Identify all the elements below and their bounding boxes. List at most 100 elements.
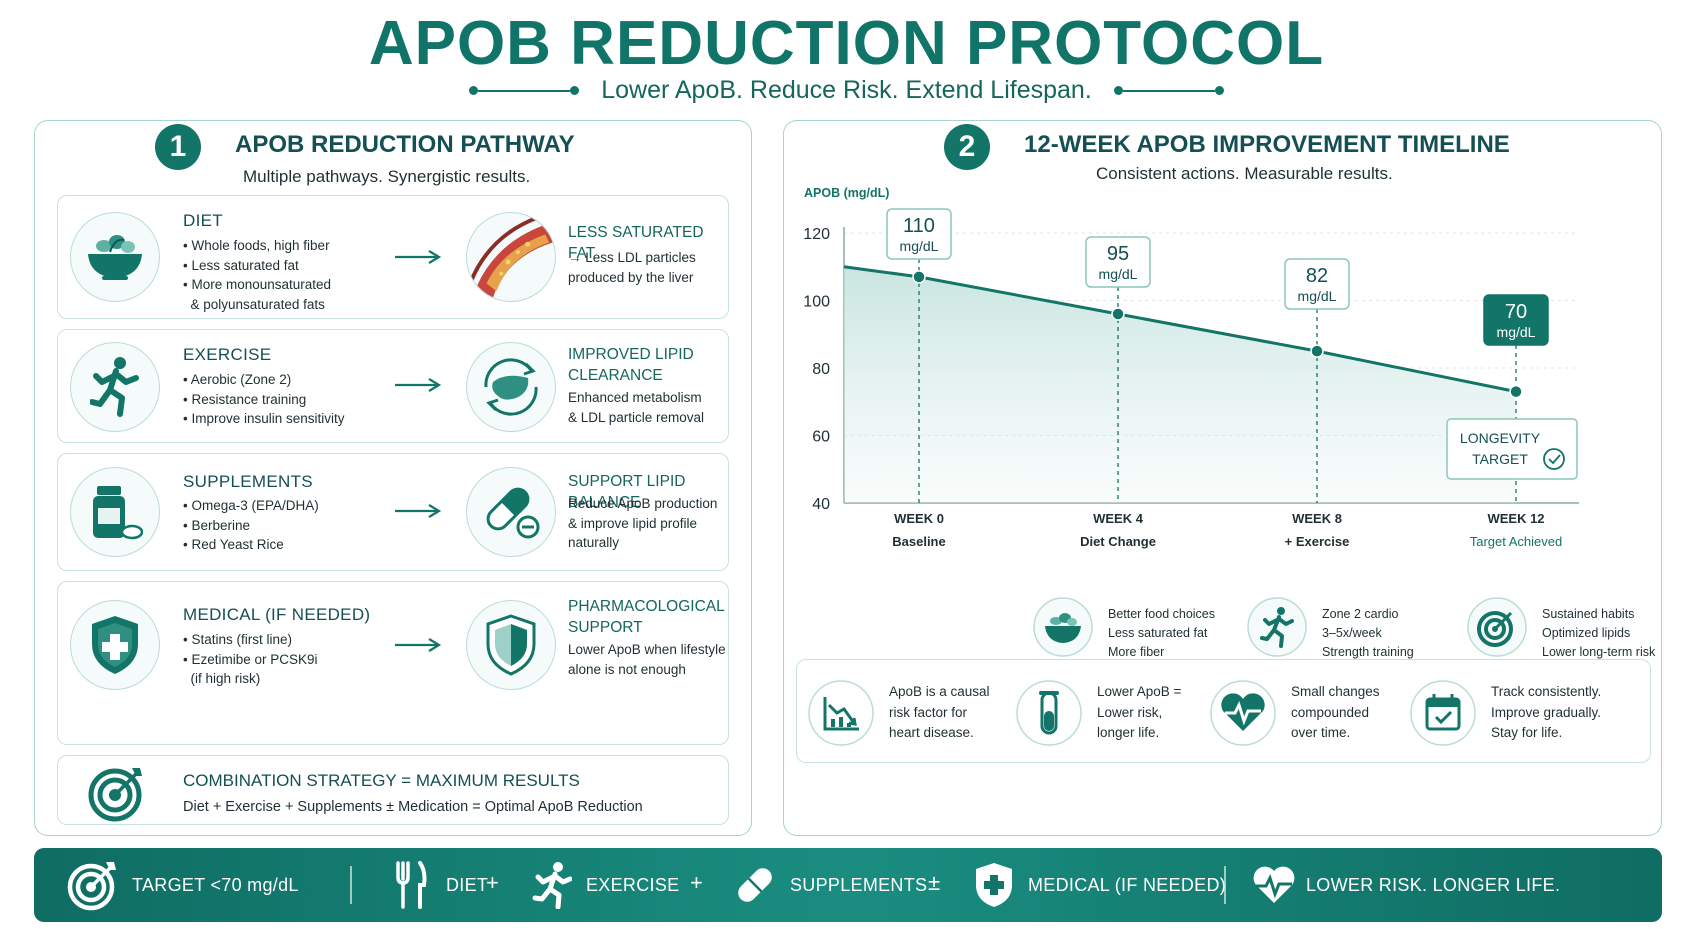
supplements-heading: SUPPLEMENTS: [183, 472, 313, 491]
list-item: More monounsaturated: [183, 275, 331, 295]
capsule-icon: [738, 868, 772, 902]
value-box: [886, 208, 952, 260]
phase-line: Better food choices: [1108, 607, 1216, 621]
footer-longevity: LOWER RISK. LONGER LIFE.: [1252, 848, 1560, 922]
list-item: Omega-3 (EPA/DHA): [183, 496, 318, 516]
list-item: Berberine: [183, 516, 319, 536]
supplement-bottle-icon: [70, 467, 160, 557]
fact-text: Track consistently. Improve gradually. S…: [1491, 682, 1601, 744]
arrow-right-icon: [395, 378, 442, 392]
subtitle-row: Lower ApoB. Reduce Risk. Extend Lifespan…: [0, 76, 1693, 105]
fact-line: compounded: [1291, 704, 1370, 720]
exercise-list: Aerobic (Zone 2) Resistance training Imp…: [183, 370, 345, 429]
phase-line: 3–5x/week: [1322, 626, 1382, 640]
data-point: [1509, 384, 1523, 399]
phase-line: Optimized lipids: [1542, 626, 1631, 640]
list-item: Statins (first line): [183, 630, 318, 650]
subtitle-divider-left: [469, 86, 580, 95]
x-sublabel: + Exercise: [1285, 534, 1350, 549]
shield-icon: [466, 600, 556, 690]
key-facts: ApoB is a causal risk factor for heart d…: [796, 659, 1651, 763]
fact-line: longer life.: [1097, 725, 1160, 740]
result-line: & improve lipid profile: [568, 515, 698, 531]
target-icon: [1467, 597, 1527, 657]
longevity-target-label: TARGET: [1472, 451, 1528, 467]
x-sublabel: Target Achieved: [1470, 534, 1563, 549]
heart-pulse-icon: [1210, 680, 1276, 746]
data-point: [1310, 344, 1324, 358]
x-tick-label: WEEK 0: [894, 511, 944, 526]
runner-icon: [70, 342, 160, 432]
fact-line: Lower ApoB =: [1097, 684, 1182, 699]
footer-label: TARGET <70 mg/dL: [132, 874, 299, 895]
area-fill: [844, 266, 1516, 503]
data-point: [1111, 307, 1125, 321]
value-label: 82: [1306, 265, 1328, 287]
phase-line: Zone 2 cardio: [1322, 607, 1399, 621]
fact-line: Stay for life.: [1491, 725, 1563, 740]
runner-icon: [1247, 597, 1307, 657]
exercise-card: EXERCISE Aerobic (Zone 2) Resistance tra…: [57, 329, 729, 443]
list-item: Whole foods, high fiber: [183, 236, 331, 256]
medical-shield-icon: [976, 863, 1012, 907]
supplements-list: Omega-3 (EPA/DHA) Berberine Red Yeast Ri…: [183, 496, 319, 555]
exercise-phase-text: Zone 2 cardio 3–5x/week Strength trainin…: [1322, 605, 1462, 662]
target-icon: [67, 862, 116, 911]
pathway-number-badge: 1: [155, 124, 201, 170]
capsule-icon: [466, 467, 556, 557]
diet-result-text: → Less LDL particles produced by the liv…: [568, 248, 696, 287]
strategy-heading: COMBINATION STRATEGY = MAXIMUM RESULTS: [183, 771, 580, 790]
list-item: Red Yeast Rice: [183, 535, 319, 555]
result-head-line: PHARMACOLOGICAL: [568, 598, 725, 615]
timeline-number-badge: 2: [944, 124, 990, 170]
footer-banner: TARGET <70 mg/dL DIET + EXERCISE + SUPPL…: [34, 848, 1662, 922]
fact-line: Lower risk,: [1097, 704, 1163, 720]
value-unit-label: mg/dL: [900, 238, 939, 254]
timeline-panel: 2 12-WEEK APOB IMPROVEMENT TIMELINE Cons…: [783, 120, 1662, 836]
list-item: Aerobic (Zone 2): [183, 370, 345, 390]
footer-divider: [350, 866, 352, 904]
footer-label: EXERCISE: [586, 874, 680, 895]
footer-label: MEDICAL (IF NEEDED): [1028, 874, 1227, 895]
result-head-line: SUPPORT: [568, 619, 643, 636]
diet-card: DIET Whole foods, high fiber Less satura…: [57, 195, 729, 319]
list-item: Less saturated fat: [183, 256, 331, 276]
page-subtitle: Lower ApoB. Reduce Risk. Extend Lifespan…: [601, 76, 1092, 104]
fact-line: risk factor for: [889, 704, 968, 720]
footer-plus-minus: ±: [928, 870, 941, 895]
result-head-line: CLEARANCE: [568, 367, 663, 384]
runner-icon: [532, 862, 572, 909]
value-unit-label: mg/dL: [1298, 288, 1337, 304]
list-item: Ezetimibe or PCSK9i: [183, 650, 317, 670]
liver-cycle-icon: [466, 342, 556, 432]
fact-line: over time.: [1291, 725, 1351, 740]
arrow-right-icon: [395, 250, 442, 264]
list-item: Resistance training: [183, 390, 345, 410]
phase-line: Strength training: [1322, 645, 1414, 659]
target-icon: [88, 764, 146, 827]
fact-text: Lower ApoB = Lower risk, longer life.: [1097, 682, 1181, 744]
diet-result-heading: LESS SATURATED FAT: [568, 224, 704, 262]
timeline-title: 12-WEEK APOB IMPROVEMENT TIMELINE: [1024, 131, 1510, 158]
phase-line: More fiber: [1108, 645, 1165, 659]
footer-supplements: SUPPLEMENTS: [734, 848, 927, 922]
x-tick-label: WEEK 12: [1487, 511, 1544, 526]
value-box: [1483, 294, 1549, 346]
x-sublabel: Diet Change: [1080, 534, 1156, 549]
footer-medical: MEDICAL (IF NEEDED): [974, 848, 1226, 922]
fact-line: ApoB is a causal: [889, 684, 990, 699]
value-label: 95: [1107, 243, 1129, 265]
footer-label: SUPPLEMENTS: [790, 874, 928, 895]
value-unit-label: mg/dL: [1099, 266, 1138, 282]
data-point: [912, 270, 926, 284]
target-phase: Sustained habits Optimized lipids Lower …: [1466, 596, 1655, 663]
check-icon: [1548, 454, 1561, 465]
list-item: & polyunsaturated fats: [190, 296, 325, 312]
list-item: (if high risk): [190, 671, 261, 686]
pathway-subtitle: Multiple pathways. Synergistic results.: [243, 167, 531, 186]
subtitle-divider-right: [1113, 86, 1224, 95]
fork-knife-icon: [396, 861, 427, 909]
fact-line: Track consistently.: [1491, 684, 1602, 699]
arrow-right-icon: [395, 504, 442, 518]
